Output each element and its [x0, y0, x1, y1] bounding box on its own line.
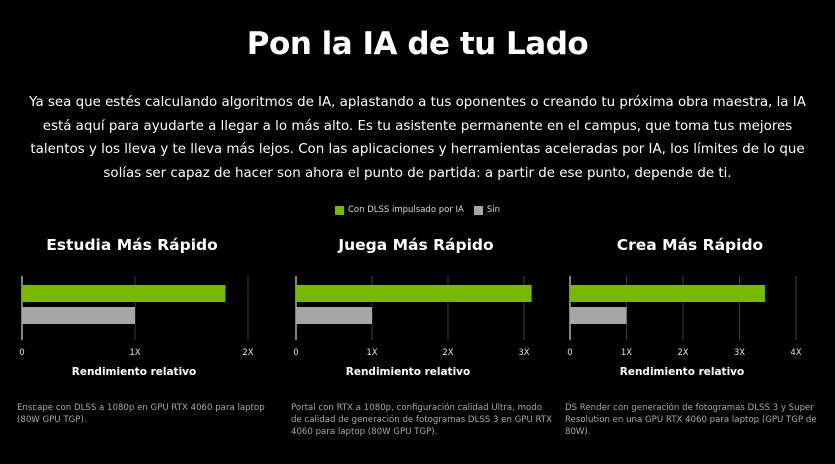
legend-item-with-dlss: Con DLSS impulsado por IA — [335, 205, 464, 215]
tick-label: 2X — [442, 348, 453, 358]
x-axis-label: Rendimiento relativo — [72, 366, 196, 378]
chart-study: 0 1X 2X Rendimiento relativo — [19, 276, 254, 378]
tick-label: 0 — [19, 348, 24, 358]
chart-title: Crea Más Rápido — [616, 236, 764, 254]
legend-label: Con DLSS impulsado por IA — [348, 205, 464, 215]
tick-label: 1X — [129, 348, 140, 358]
chart-footnote: DS Render con generación de fotogramas D… — [565, 403, 817, 438]
tick-label: 3X — [734, 348, 745, 358]
chart-footnote: Enscape con DLSS a 1080p en GPU RTX 4060… — [17, 403, 265, 426]
bar-with-dlss — [296, 285, 532, 302]
tick-label: 1X — [366, 348, 377, 358]
chart-create: 0 1X 2X 3X 4X Rendimiento relativo — [567, 276, 802, 378]
chart-play: 0 1X 2X 3X Rendimiento relativo — [293, 276, 532, 378]
intro-paragraph: Ya sea que estés calculando algoritmos d… — [29, 95, 806, 181]
bar-without — [570, 307, 627, 324]
chart-footnote: Portal con RTX a 1080p, configuración ca… — [291, 403, 552, 438]
page-title: Pon la IA de tu Lado — [246, 26, 589, 62]
legend-label: Sin — [486, 205, 500, 215]
bar-with-dlss — [22, 285, 226, 302]
tick-label: 3X — [518, 348, 529, 358]
tick-label: 0 — [293, 348, 298, 358]
chart-title: Juega Más Rápido — [338, 236, 494, 254]
x-axis-label: Rendimiento relativo — [620, 366, 744, 378]
legend-swatch-gray — [473, 205, 483, 215]
tick-label: 0 — [567, 348, 572, 358]
tick-label: 2X — [677, 348, 688, 358]
tick-label: 4X — [790, 348, 801, 358]
chart-title: Estudia Más Rápido — [46, 236, 218, 254]
bar-without — [22, 307, 135, 324]
legend-swatch-green — [335, 205, 344, 215]
chart-legend: Con DLSS impulsado por IA Sin — [0, 205, 835, 215]
bar-with-dlss — [570, 285, 765, 302]
tick-label: 1X — [621, 348, 632, 358]
legend-item-without: Sin — [473, 205, 500, 215]
x-axis-label: Rendimiento relativo — [346, 366, 470, 378]
bar-without — [296, 307, 372, 324]
tick-label: 2X — [242, 348, 253, 358]
